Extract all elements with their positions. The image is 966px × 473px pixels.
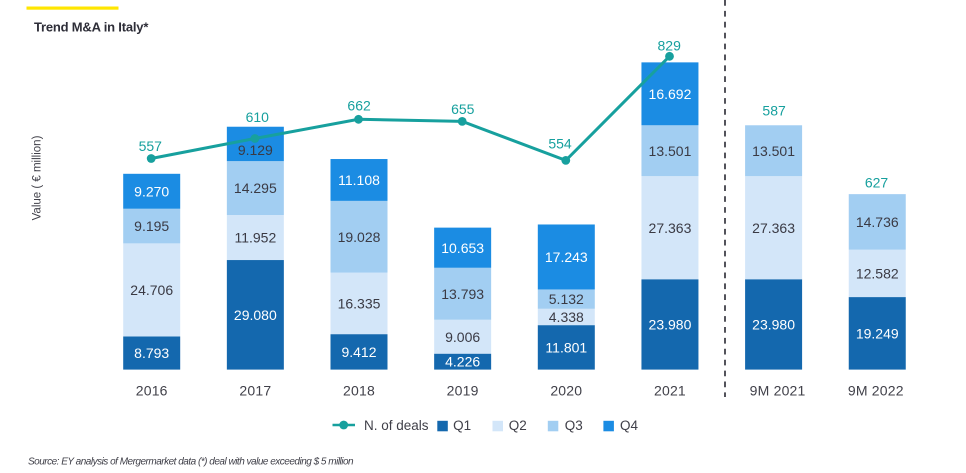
svg-text:8.793: 8.793 xyxy=(134,345,169,361)
svg-text:5.132: 5.132 xyxy=(549,291,584,307)
svg-text:Source: EY analysis of Mergerm: Source: EY analysis of Mergermarket data… xyxy=(28,457,354,468)
svg-text:11.801: 11.801 xyxy=(545,340,587,356)
svg-text:N. of deals: N. of deals xyxy=(364,418,429,433)
svg-text:4.338: 4.338 xyxy=(549,309,584,325)
svg-text:9.195: 9.195 xyxy=(134,218,169,234)
svg-text:829: 829 xyxy=(658,38,682,54)
svg-text:Q2: Q2 xyxy=(509,418,527,433)
svg-text:29.080: 29.080 xyxy=(234,307,277,323)
svg-text:13.501: 13.501 xyxy=(752,143,795,159)
svg-text:2016: 2016 xyxy=(136,383,168,399)
svg-text:9M 2021: 9M 2021 xyxy=(750,383,806,399)
svg-text:9.270: 9.270 xyxy=(134,183,169,199)
svg-text:27.363: 27.363 xyxy=(752,220,795,236)
svg-text:587: 587 xyxy=(762,102,786,118)
svg-text:2017: 2017 xyxy=(239,383,271,399)
svg-text:23.980: 23.980 xyxy=(752,317,795,333)
svg-text:Trend M&A in Italy*: Trend M&A in Italy* xyxy=(34,20,149,35)
svg-text:627: 627 xyxy=(865,174,889,190)
svg-text:2020: 2020 xyxy=(550,383,582,399)
svg-text:14.295: 14.295 xyxy=(234,180,277,196)
svg-text:12.582: 12.582 xyxy=(856,266,899,282)
svg-text:24.706: 24.706 xyxy=(130,282,173,298)
svg-text:Value ( € million): Value ( € million) xyxy=(32,135,44,220)
svg-text:4.226: 4.226 xyxy=(445,354,480,370)
svg-text:662: 662 xyxy=(347,98,371,114)
svg-text:9.129: 9.129 xyxy=(238,142,273,158)
svg-text:17.243: 17.243 xyxy=(545,249,588,265)
svg-text:10.653: 10.653 xyxy=(441,240,484,256)
svg-text:2021: 2021 xyxy=(654,383,686,399)
svg-text:9M 2022: 9M 2022 xyxy=(848,383,904,399)
svg-text:19.028: 19.028 xyxy=(338,229,381,245)
svg-text:19.249: 19.249 xyxy=(856,325,899,341)
svg-text:2019: 2019 xyxy=(447,383,479,399)
svg-text:16.335: 16.335 xyxy=(338,296,381,312)
svg-text:16.692: 16.692 xyxy=(649,86,692,102)
svg-text:Q4: Q4 xyxy=(620,418,639,433)
svg-text:Q3: Q3 xyxy=(565,418,583,433)
svg-text:11.952: 11.952 xyxy=(234,230,276,246)
svg-text:27.363: 27.363 xyxy=(649,220,692,236)
svg-text:554: 554 xyxy=(548,136,572,152)
svg-text:610: 610 xyxy=(246,109,270,125)
svg-text:13.501: 13.501 xyxy=(649,143,692,159)
svg-text:11.108: 11.108 xyxy=(338,172,380,188)
svg-text:655: 655 xyxy=(451,101,475,117)
svg-text:557: 557 xyxy=(139,138,163,154)
svg-text:9.006: 9.006 xyxy=(445,329,480,345)
svg-text:23.980: 23.980 xyxy=(649,317,692,333)
svg-text:Q1: Q1 xyxy=(453,418,471,433)
svg-text:14.736: 14.736 xyxy=(856,214,899,230)
svg-text:13.793: 13.793 xyxy=(441,286,484,302)
svg-text:2018: 2018 xyxy=(343,383,375,399)
svg-text:9.412: 9.412 xyxy=(341,344,376,360)
